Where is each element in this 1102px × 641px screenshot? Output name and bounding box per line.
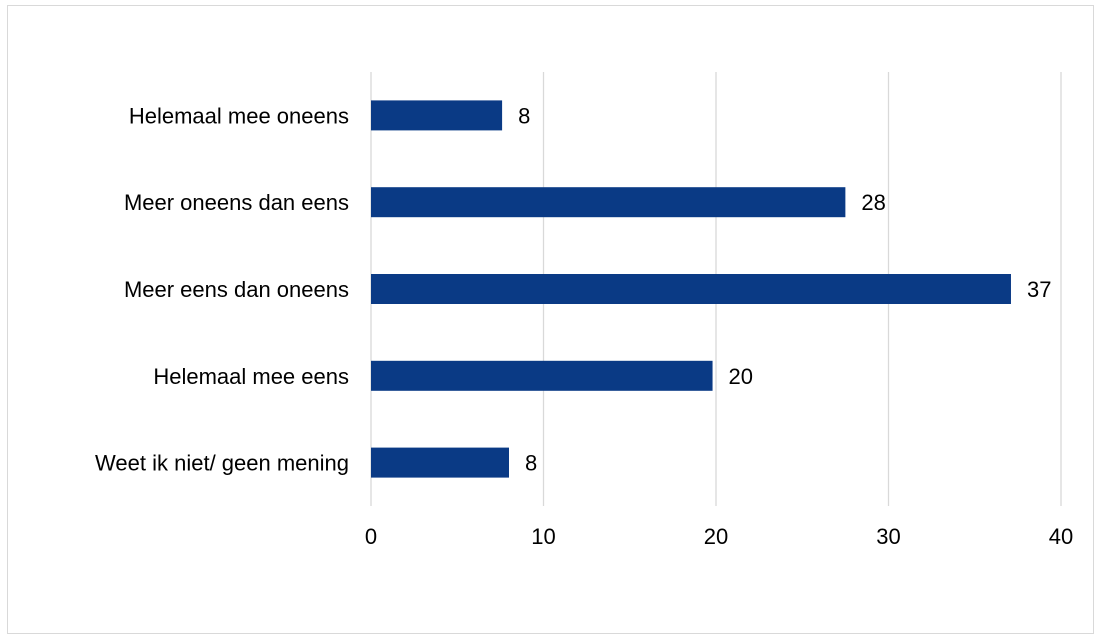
x-tick-label: 30 <box>876 524 900 549</box>
bars <box>371 100 1011 477</box>
category-label: Meer oneens dan eens <box>124 190 349 215</box>
bar-0 <box>371 100 502 130</box>
x-tick-label: 40 <box>1049 524 1073 549</box>
x-tick-label: 10 <box>531 524 555 549</box>
value-label: 8 <box>525 451 537 476</box>
x-tick-label: 20 <box>704 524 728 549</box>
bar-4 <box>371 448 509 478</box>
value-label: 37 <box>1027 277 1051 302</box>
bar-2 <box>371 274 1011 304</box>
value-label: 28 <box>861 190 885 215</box>
category-label: Weet ik niet/ geen mening <box>95 451 349 476</box>
category-label: Helemaal mee oneens <box>129 103 349 128</box>
category-label: Meer eens dan oneens <box>124 277 349 302</box>
value-label: 20 <box>729 364 753 389</box>
category-label: Helemaal mee eens <box>153 364 349 389</box>
value-label: 8 <box>518 103 530 128</box>
bar-3 <box>371 361 713 391</box>
bar-1 <box>371 187 845 217</box>
x-tick-label: 0 <box>365 524 377 549</box>
labels: 0 10 20 30 40 Helemaal mee oneens 8 Meer oneens… <box>95 103 1073 549</box>
